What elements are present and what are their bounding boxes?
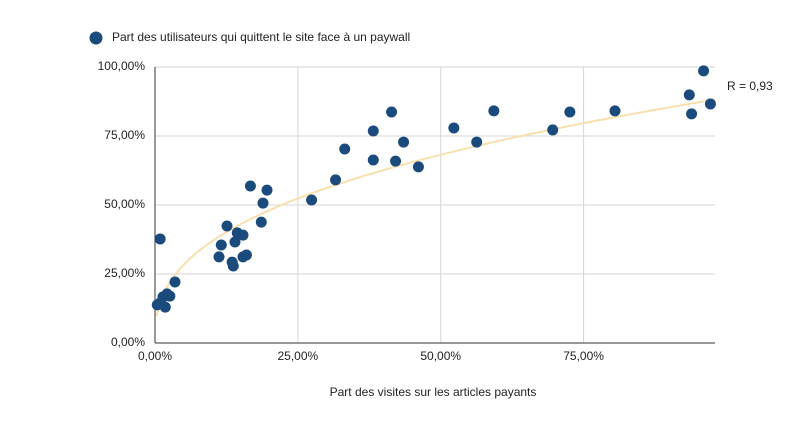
point [547, 124, 559, 136]
point [683, 89, 695, 101]
point [229, 236, 241, 248]
point [564, 106, 576, 118]
point [488, 105, 500, 117]
point [169, 276, 181, 288]
point [257, 197, 269, 209]
point [237, 229, 249, 241]
point [471, 136, 483, 148]
point [244, 180, 256, 192]
x-tick-label: 0,00% [138, 349, 172, 363]
point [698, 65, 710, 77]
point [339, 143, 351, 155]
trend-line [155, 98, 716, 317]
y-tick-label: 0,00% [111, 335, 145, 349]
point [390, 155, 402, 167]
legend-marker [89, 31, 103, 45]
point [412, 161, 424, 173]
x-tick-label: 25,00% [278, 349, 319, 363]
point [330, 174, 342, 186]
point [367, 154, 379, 166]
point [213, 251, 225, 263]
point [221, 220, 233, 232]
point [215, 239, 227, 251]
trend-label: R = 0,93 [727, 79, 773, 93]
x-tick-label: 75,00% [563, 349, 604, 363]
x-axis-label: Part des visites sur les articles payant… [330, 385, 537, 399]
point [704, 98, 716, 110]
point [159, 301, 171, 313]
point [386, 106, 398, 118]
y-tick-label: 100,00% [98, 59, 146, 73]
legend-label: Part des utilisateurs qui quittent le si… [112, 30, 410, 44]
point [164, 290, 176, 302]
point [609, 105, 621, 117]
point [367, 125, 379, 137]
y-tick-label: 25,00% [104, 266, 145, 280]
point [686, 108, 698, 120]
y-tick-label: 75,00% [104, 128, 145, 142]
point [227, 260, 239, 272]
point [255, 216, 267, 228]
point [261, 184, 273, 196]
point [240, 249, 252, 261]
y-tick-label: 50,00% [104, 197, 145, 211]
point [154, 233, 166, 245]
point [306, 194, 318, 206]
point [448, 122, 460, 134]
point [398, 136, 410, 148]
x-tick-label: 50,00% [420, 349, 461, 363]
